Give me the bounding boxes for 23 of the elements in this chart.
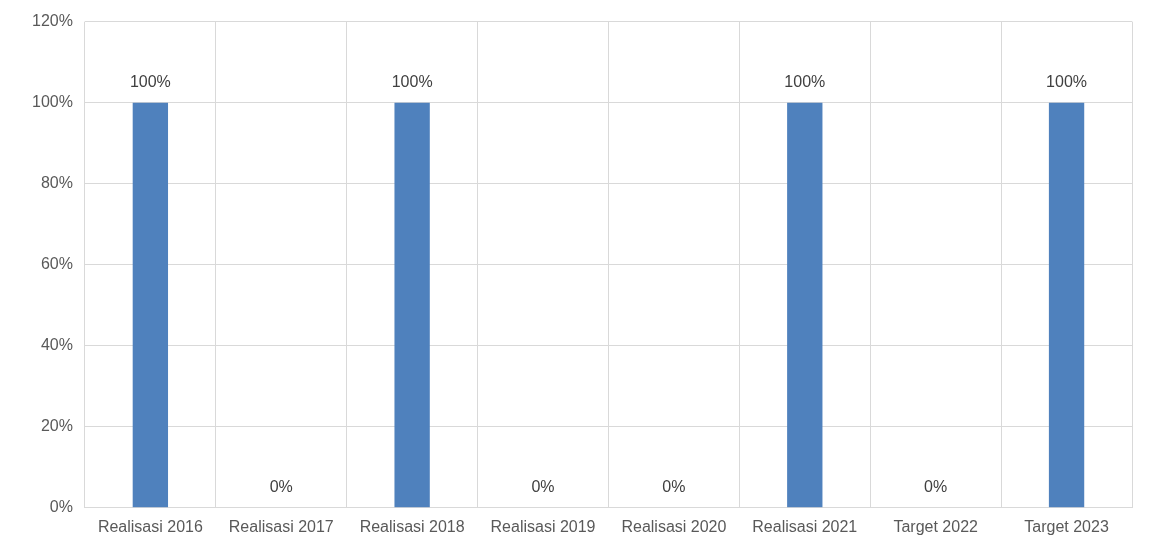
data-label: 100% <box>1046 73 1088 91</box>
data-label: 100% <box>129 73 171 91</box>
x-tick-label: Target 2023 <box>1024 517 1109 535</box>
data-label: 100% <box>784 73 826 91</box>
y-tick-label: 80% <box>40 174 73 192</box>
x-tick-label: Target 2022 <box>893 517 979 535</box>
x-tick-label: Realisasi 2018 <box>359 517 465 535</box>
x-tick-label: Realisasi 2019 <box>490 517 596 535</box>
y-tick-label: 0% <box>49 498 73 516</box>
data-label: 100% <box>391 73 433 91</box>
data-label: 0% <box>531 478 555 496</box>
y-tick-label: 60% <box>40 255 73 273</box>
data-label: 0% <box>662 478 686 496</box>
y-tick-label: 20% <box>40 417 73 435</box>
y-tick-label: 120% <box>32 12 73 30</box>
x-tick-label: Realisasi 2021 <box>752 517 858 535</box>
x-tick-label: Realisasi 2017 <box>228 517 334 535</box>
x-tick-label: Realisasi 2020 <box>621 517 727 535</box>
y-tick-label: 40% <box>40 336 73 354</box>
y-tick-label: 100% <box>32 93 73 111</box>
x-tick-label: Realisasi 2016 <box>97 517 203 535</box>
data-label: 0% <box>269 478 293 496</box>
data-label: 0% <box>924 478 948 496</box>
